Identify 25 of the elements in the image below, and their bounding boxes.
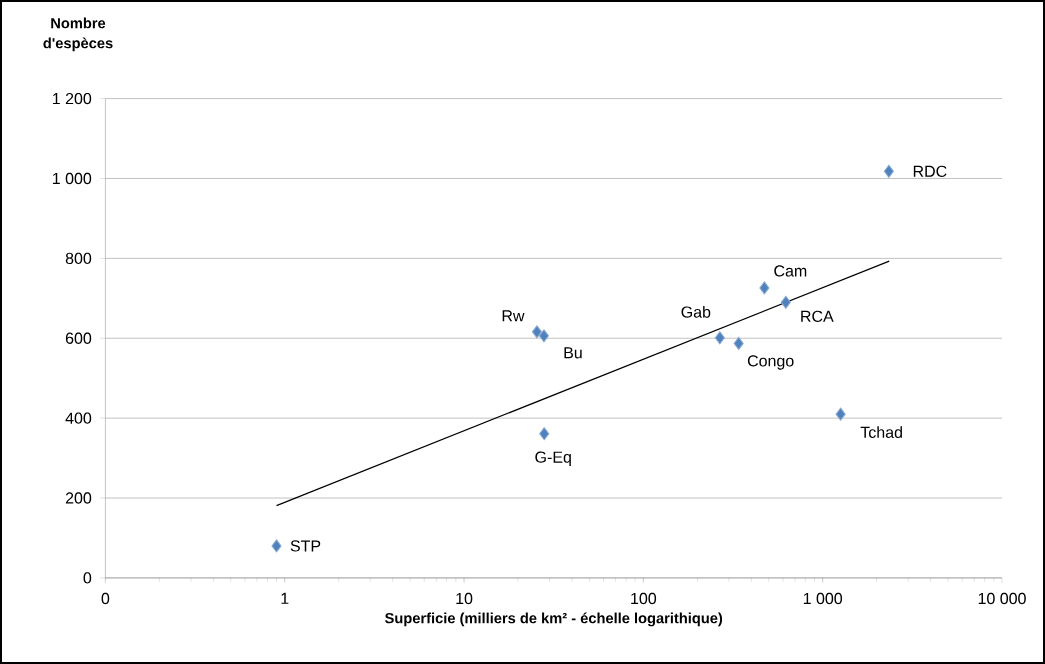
x-tick-label: 1 000	[803, 592, 843, 605]
y-tick-label: 1 000	[52, 172, 92, 185]
annotation: Tchad	[860, 426, 902, 438]
x-axis-title: Superficie (milliers de km² - échelle logarithique)	[385, 612, 723, 627]
annotation: Cam	[774, 265, 807, 277]
x-tick-label: 100	[631, 592, 657, 605]
annotation: Bu	[564, 347, 582, 359]
annotation: STP	[290, 540, 321, 552]
x-tick-label: 10	[456, 592, 473, 605]
annotation: RDC	[913, 165, 947, 177]
y-tick-label: 600	[65, 332, 92, 344]
annotation: G-Eq	[535, 451, 571, 466]
y-tick-label: 400	[65, 412, 92, 424]
y-tick-label: 800	[65, 252, 92, 265]
annotation: RCA	[801, 310, 834, 322]
x-tick-label: 1	[281, 592, 289, 604]
y-tick-label: 200	[65, 492, 92, 504]
annotation: Rw	[502, 310, 525, 322]
x-tick-label: 10 000	[978, 592, 1026, 605]
y-axis-title: Nombre d'espèces	[43, 17, 113, 52]
x-tick-label: 0	[101, 592, 110, 605]
annotation: Gab	[681, 305, 711, 318]
y-tick-label: 1 200	[52, 92, 92, 105]
annotation: Congo	[747, 355, 794, 370]
y-tick-label: 0	[83, 572, 92, 584]
